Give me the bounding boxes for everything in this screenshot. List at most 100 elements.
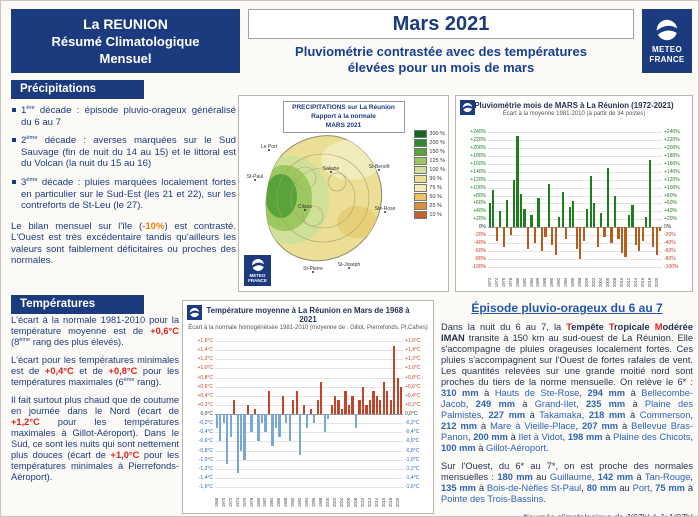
y-axis-label: -1,2°C (198, 465, 213, 472)
bar-2001 (330, 404, 333, 414)
y-axis-label: +60% (664, 200, 677, 207)
grid-line (215, 468, 403, 470)
reunion-island-map: St-DenisLe PortSt-PaulSt-BenoîtSte-RoseS… (247, 126, 396, 273)
precip-bullet-2: 2ème décade : averses marquées sur le Su… (11, 135, 236, 170)
y-axis-label: +220% (664, 136, 680, 143)
temp-paragraph-3: Il fait surtout plus chaud que de coutum… (11, 395, 179, 482)
x-axis-label: 1974 (234, 497, 240, 508)
y-axis-label: -20% (664, 232, 676, 239)
bar-2009 (617, 227, 620, 240)
bar-1992 (299, 414, 302, 456)
grid-line (488, 243, 662, 245)
bar-1970 (222, 414, 225, 424)
legend-label: 200 % (429, 140, 445, 146)
bar-2006 (347, 404, 351, 414)
legend-row: 50 % (414, 193, 445, 201)
legend-swatch (414, 202, 428, 210)
bar-1999 (323, 414, 326, 433)
bar-1979 (253, 409, 257, 414)
y-axis-label: +1,0°C (197, 365, 213, 372)
x-axis-label: 1974 (493, 277, 499, 288)
y-axis-label: +40% (473, 208, 486, 215)
bar-1982 (523, 209, 526, 228)
bar-2017 (386, 391, 389, 414)
y-axis-label: +40% (664, 208, 677, 215)
grid-line (488, 179, 662, 181)
x-axis-label: 1992 (297, 497, 303, 508)
page-subtitle-line-1: Pluviométrie contrastée avec des tempéra… (295, 44, 587, 59)
meteo-france-logo-icon (251, 258, 264, 271)
grid-line (215, 477, 403, 479)
x-axis-label: 2010 (359, 497, 365, 508)
temp-chart-subtitle: Écart à la normale homogénéisée 1981-201… (188, 325, 428, 331)
bar-1989 (288, 414, 291, 442)
x-axis-label: 1980 (514, 277, 520, 288)
y-axis-label: +140% (470, 168, 486, 175)
legend-row: 10 % (414, 211, 445, 219)
grid-line (488, 203, 662, 205)
bar-2000 (327, 414, 330, 419)
bar-1971 (226, 414, 229, 465)
episode-title: Épisode pluvio-orageux du 6 au 7 (471, 301, 663, 315)
bar-1986 (278, 414, 281, 437)
y-axis-label: +0,4°C (197, 392, 213, 399)
bar-2005 (603, 227, 606, 238)
bar-2016 (382, 382, 385, 414)
y-axis-label: -0,8°C (198, 447, 213, 454)
precipitations-text-column: 1ère décade : épisode pluvio-orageux gén… (11, 105, 236, 267)
bar-1975 (239, 414, 243, 451)
bar-1975 (499, 211, 502, 228)
precip-map-panel: PRECIPITATIONS sur La Réunion Rapport à … (238, 95, 449, 292)
x-axis-label: 2014 (632, 277, 638, 288)
x-axis-label: 1998 (318, 497, 324, 508)
y-axis-label: +0,2°C (405, 401, 421, 408)
precip-bullet-2-text: 2ème décade : averses marquées sur le Su… (21, 135, 236, 170)
bar-1969 (219, 414, 222, 442)
y-axis-label: 0% (478, 224, 486, 231)
bullet-square-icon (12, 138, 16, 143)
x-axis-label: 2004 (597, 277, 603, 288)
bar-1991 (554, 227, 557, 256)
precip-bullet-1-text: 1ère décade : épisode pluvio-orageux gén… (21, 105, 236, 128)
legend-swatch (414, 184, 428, 192)
grid-line (215, 359, 403, 361)
y-axis-label: +0,8°C (405, 374, 421, 381)
bar-1990 (292, 400, 295, 414)
town-dot (348, 267, 350, 269)
legend-swatch (414, 211, 428, 219)
x-axis-label: 1984 (269, 497, 275, 508)
bar-1993 (561, 191, 564, 228)
y-axis-label: +180% (664, 152, 680, 159)
y-axis-label: +240% (470, 129, 486, 135)
legend-row: 150 % (414, 148, 445, 156)
bar-2019 (652, 227, 655, 248)
temp-anomaly-chart-panel: Température moyenne à La Réunion en Mars… (182, 300, 434, 514)
bar-1980 (257, 414, 260, 442)
section-header-precipitations: Précipitations (11, 80, 144, 99)
page-subtitle-line-2: élevées pour un mois de mars (347, 60, 535, 76)
meteo-france-logo-icon (656, 20, 678, 41)
legend-label: 100 % (429, 167, 445, 173)
x-axis-label: 2020 (653, 277, 659, 288)
bar-2020 (655, 227, 658, 256)
bar-1973 (233, 400, 236, 414)
x-axis-label: 1972 (486, 277, 492, 288)
bar-2013 (372, 391, 375, 414)
town-dot (304, 209, 306, 211)
grid-line (215, 487, 403, 488)
bar-1972 (229, 414, 232, 437)
town-label: Ste-Rose (375, 206, 396, 212)
bar-1987 (540, 227, 544, 252)
zero-line (215, 414, 403, 415)
x-axis-label: 2010 (618, 277, 624, 288)
bar-1985 (533, 227, 537, 244)
bar-2021 (659, 227, 662, 232)
x-axis-label: 2016 (380, 497, 386, 508)
bar-1968 (215, 414, 218, 428)
x-axis-label: 2008 (352, 497, 358, 508)
grid-line (215, 459, 403, 461)
bar-1996 (313, 414, 316, 424)
bar-1987 (281, 395, 284, 414)
grid-line (215, 404, 403, 406)
legend-swatch (414, 148, 428, 156)
